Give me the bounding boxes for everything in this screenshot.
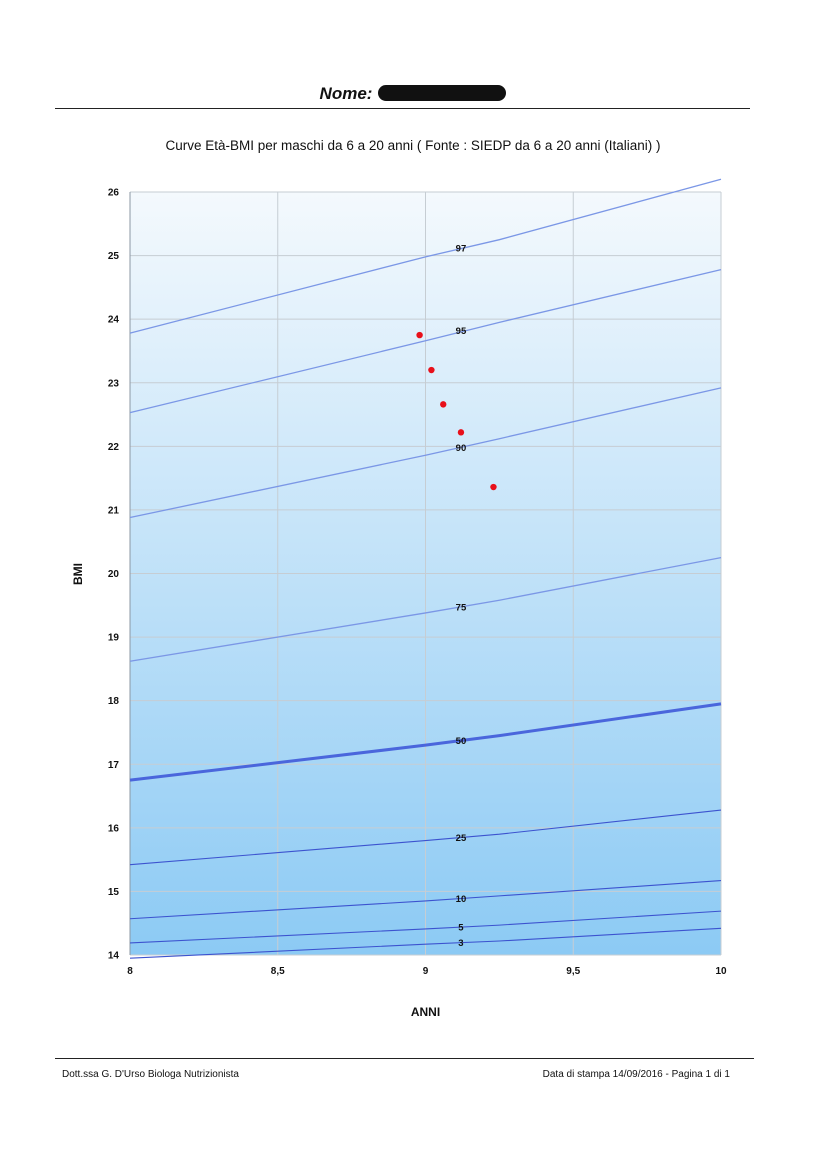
y-tick-label: 16 xyxy=(108,823,120,834)
curve-p10 xyxy=(129,880,722,920)
y-tick-label: 26 xyxy=(108,188,120,199)
bmi-data-point xyxy=(457,429,465,436)
curve-p50 xyxy=(129,702,722,782)
curve-label-p75: 75 xyxy=(456,603,467,614)
bmi-data-point xyxy=(416,331,423,339)
y-axis-label: BMI xyxy=(71,563,85,585)
curve-p5 xyxy=(129,910,722,944)
y-tick-label: 25 xyxy=(108,251,120,262)
y-tick-label: 21 xyxy=(108,505,120,516)
name-redaction xyxy=(378,85,507,101)
y-tick-label: 22 xyxy=(108,442,120,453)
curve-p95 xyxy=(129,268,722,414)
y-tick-label: 20 xyxy=(108,569,120,580)
curve-p25 xyxy=(129,809,722,866)
y-tick-label: 19 xyxy=(108,633,120,644)
curve-label-p10: 10 xyxy=(456,894,467,905)
bmi-data-point xyxy=(428,366,435,374)
x-axis-label: ANNI xyxy=(411,1005,440,1019)
curve-p90 xyxy=(129,387,722,519)
curve-label-p5: 5 xyxy=(458,923,464,934)
y-tick-label: 24 xyxy=(108,315,120,326)
patient-name-header: Nome: xyxy=(0,84,826,104)
y-tick-label: 23 xyxy=(108,378,120,389)
y-tick-label: 15 xyxy=(108,887,120,898)
x-tick-label: 8 xyxy=(127,966,133,977)
curve-p97 xyxy=(129,178,722,334)
curve-label-p25: 25 xyxy=(456,833,467,844)
name-label: Nome: xyxy=(319,84,373,103)
curve-p3 xyxy=(129,927,722,959)
y-tick-label: 14 xyxy=(108,951,120,962)
footer-author: Dott.ssa G. D'Urso Biologa Nutrizionista xyxy=(62,1069,239,1080)
curve-p75 xyxy=(129,556,722,662)
bmi-data-point xyxy=(440,401,447,408)
curve-label-p97: 97 xyxy=(456,243,467,254)
bmi-data-point xyxy=(490,483,497,491)
footer-rule xyxy=(55,1058,754,1059)
curve-label-p3: 3 xyxy=(458,938,463,949)
x-tick-label: 9,5 xyxy=(566,966,580,977)
curve-label-p95: 95 xyxy=(456,326,467,337)
x-tick-label: 8,5 xyxy=(271,966,285,977)
curve-label-p50: 50 xyxy=(456,736,467,747)
chart-title: Curve Età-BMI per maschi da 6 a 20 anni … xyxy=(165,138,661,153)
footer-print-info: Data di stampa 14/09/2016 - Pagina 1 di … xyxy=(542,1069,730,1080)
y-tick-label: 17 xyxy=(108,760,120,771)
curve-label-p90: 90 xyxy=(456,443,467,454)
x-tick-label: 9 xyxy=(423,966,429,977)
y-tick-label: 18 xyxy=(108,696,120,707)
x-tick-label: 10 xyxy=(715,966,727,977)
header-rule xyxy=(55,108,750,109)
